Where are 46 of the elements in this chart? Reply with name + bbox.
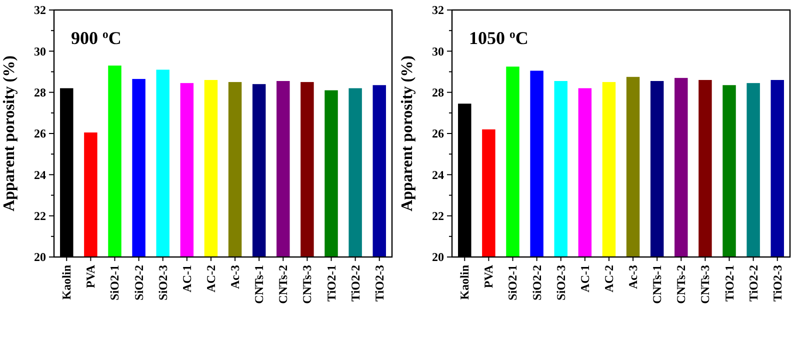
y-tick-label: 20 (432, 250, 444, 264)
x-tick-label: SiO2-2 (530, 265, 544, 300)
x-tick-label: TiO2-2 (746, 265, 760, 302)
y-tick-label: 32 (432, 3, 444, 18)
y-axis-title: Apparent porosity (%) (399, 56, 416, 212)
x-tick-label: CNTs-3 (698, 265, 712, 304)
x-tick-label: SiO2-1 (506, 265, 520, 300)
y-tick-label: 28 (34, 86, 46, 100)
x-tick-label: SiO2-2 (132, 265, 146, 300)
y-tick-label: 32 (34, 3, 46, 18)
y-tick-label: 28 (432, 86, 444, 100)
x-tick-label: Ac-3 (228, 265, 242, 289)
x-tick-label: TiO2-3 (770, 265, 784, 302)
y-tick-label: 26 (34, 126, 46, 141)
y-tick-label: 30 (34, 44, 46, 58)
x-tick-label: TiO2-2 (348, 265, 362, 302)
y-tick-label: 26 (432, 126, 444, 141)
x-tick-label: SiO2-1 (108, 265, 122, 300)
y-axis-title: Apparent porosity (%) (1, 56, 18, 212)
x-tick-label: CNTs-2 (674, 265, 688, 304)
x-tick-label: Kaolin (60, 264, 74, 300)
y-tick-label: 20 (34, 250, 46, 264)
x-tick-label: AC-1 (180, 265, 194, 292)
x-tick-label: AC-1 (578, 265, 592, 292)
x-tick-label: CNTs-2 (276, 265, 290, 304)
x-tick-label: AC-2 (602, 265, 616, 292)
x-tick-label: Ac-3 (626, 265, 640, 289)
x-tick-label: CNTs-3 (300, 265, 314, 304)
x-tick-label: TiO2-1 (324, 265, 338, 302)
x-tick-label: SiO2-3 (156, 265, 170, 300)
x-tick-label: PVA (482, 264, 496, 288)
x-tick-label: TiO2-3 (372, 265, 386, 302)
y-tick-label: 24 (432, 168, 444, 182)
x-tick-label: SiO2-3 (554, 265, 568, 300)
y-tick-label: 30 (432, 44, 444, 58)
x-tick-label: CNTs-1 (252, 265, 266, 304)
x-tick-label: Kaolin (458, 264, 472, 300)
text: 900 $^{o}$C (71, 28, 122, 48)
y-tick-label: 22 (432, 209, 444, 224)
y-tick-label: 22 (34, 209, 46, 224)
x-tick-label: CNTs-1 (650, 265, 664, 304)
x-tick-label: AC-2 (204, 265, 218, 292)
y-tick-label: 24 (34, 168, 46, 182)
x-tick-label: PVA (84, 264, 98, 288)
text: 1050 $^{o}$C (469, 28, 528, 48)
x-tick-label: TiO2-1 (722, 265, 736, 302)
